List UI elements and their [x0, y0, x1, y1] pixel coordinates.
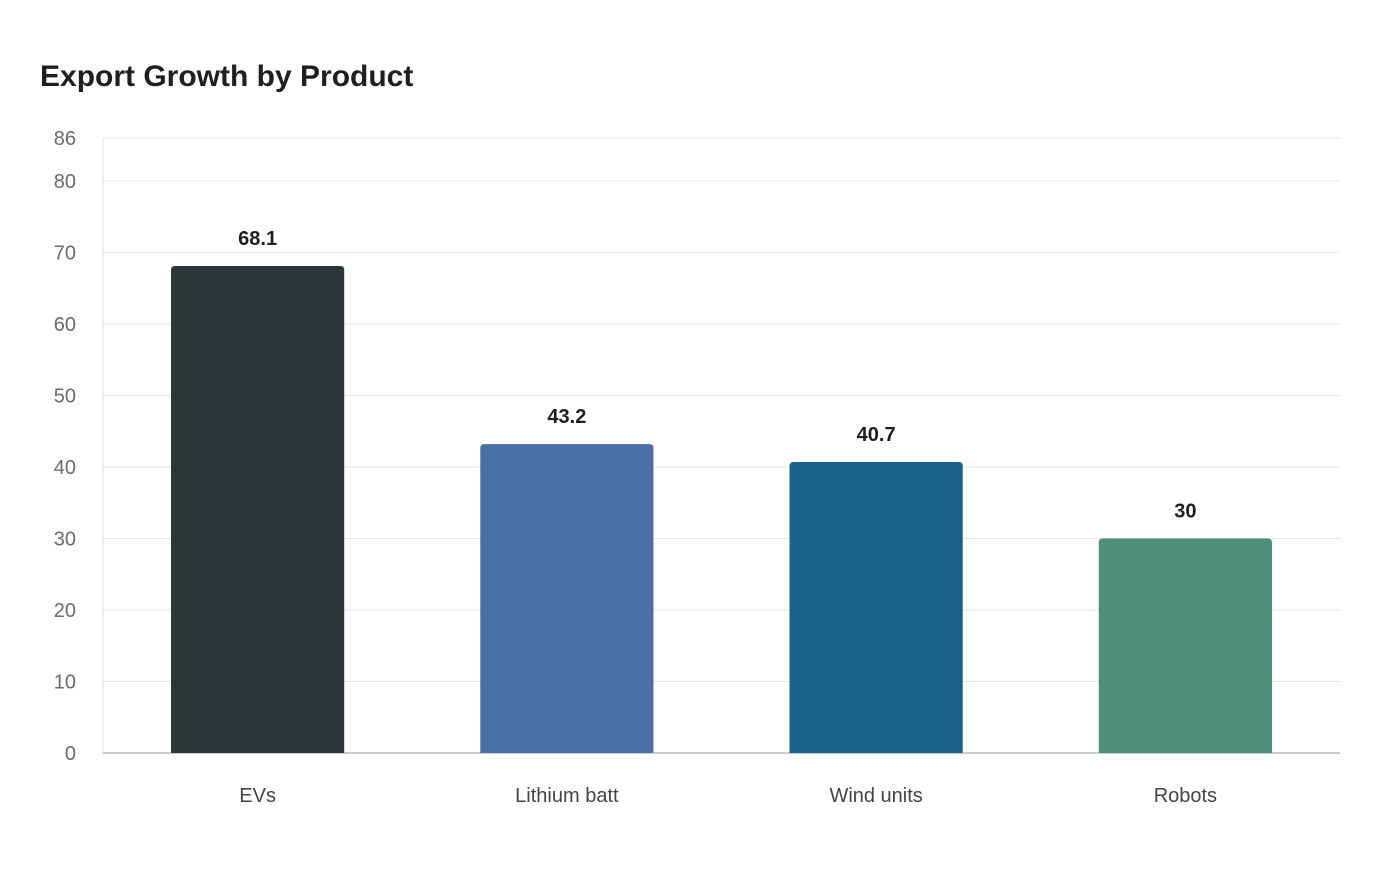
x-tick-label: EVs [239, 785, 276, 807]
data-label: 30 [1174, 500, 1196, 522]
chart-title: Export Growth by Product [40, 60, 414, 93]
bar-evs [171, 266, 345, 753]
y-tick-label: 60 [54, 314, 76, 336]
y-tick-label: 30 [54, 528, 76, 550]
bars [171, 266, 1272, 753]
x-tick-label: Lithium batt [515, 785, 619, 807]
y-tick-label: 80 [54, 171, 76, 193]
y-tick-label: 40 [54, 457, 76, 479]
y-tick-label: 10 [54, 671, 76, 693]
data-label: 40.7 [857, 424, 896, 446]
y-tick-label: 50 [54, 385, 76, 407]
y-tick-label: 86 [54, 128, 76, 150]
x-tick-label: Wind units [829, 785, 922, 807]
y-tick-label: 20 [54, 600, 76, 622]
bar-wind-units [789, 461, 963, 753]
bar-robots [1098, 538, 1272, 753]
data-label: 68.1 [238, 228, 277, 250]
x-tick-label: Robots [1154, 785, 1217, 807]
labels: 0 10 20 30 40 50 60 70 80 86 68.1 EVs 43.2 Lithium ba… [54, 128, 1217, 807]
bar-lithium-batt [480, 444, 654, 753]
y-tick-label: 70 [54, 242, 76, 264]
data-label: 43.2 [547, 406, 586, 428]
y-tick-label: 0 [65, 743, 76, 765]
